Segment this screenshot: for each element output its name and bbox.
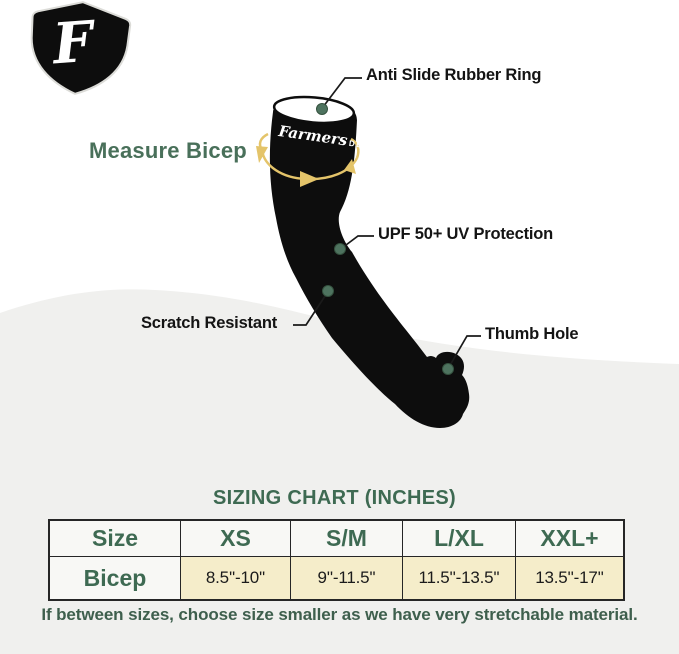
thumb-dot-icon bbox=[442, 363, 454, 375]
header-cell-lxl: L/XL bbox=[402, 521, 515, 557]
value-cell-xxl: 13.5''-17'' bbox=[515, 557, 623, 599]
scratch-dot-icon bbox=[322, 285, 334, 297]
sleeve-silhouette bbox=[269, 98, 470, 428]
upf-dot-icon bbox=[334, 243, 346, 255]
measure-arrowheads bbox=[256, 146, 356, 187]
scratch-line bbox=[293, 292, 328, 326]
sizing-note: If between sizes, choose size smaller as… bbox=[41, 605, 638, 624]
callout-anti-slide-label: Anti Slide Rubber Ring bbox=[366, 66, 542, 84]
size-header-cell: Size bbox=[50, 521, 180, 557]
value-cell-sm: 9''-11.5'' bbox=[290, 557, 402, 599]
callout-thumb-label: Thumb Hole bbox=[485, 325, 579, 343]
value-cell-lxl: 11.5''-13.5'' bbox=[402, 557, 515, 599]
value-cell-xs: 8.5''-10'' bbox=[180, 557, 290, 599]
logo-letter: F bbox=[50, 8, 96, 78]
anti-slide-line bbox=[322, 77, 362, 108]
row-label-bicep: Bicep bbox=[50, 557, 180, 599]
shield-icon bbox=[30, 1, 132, 95]
callout-measure-bicep-label: Measure Bicep bbox=[89, 138, 247, 163]
thumb-line bbox=[448, 335, 481, 368]
sleeve-opening bbox=[272, 95, 356, 125]
sizing-chart-title: SIZING CHART (INCHES) bbox=[213, 487, 456, 509]
callout-dots bbox=[316, 103, 454, 375]
header-cell-sm: S/M bbox=[290, 521, 402, 557]
header-cell-xs: XS bbox=[180, 521, 290, 557]
callout-lines bbox=[293, 77, 481, 368]
header-cell-xxl: XXL+ bbox=[515, 521, 623, 557]
sizing-table: Size XS S/M L/XL XXL+ Bicep 8.5''-10'' 9… bbox=[48, 519, 625, 601]
anti-slide-dot-icon bbox=[316, 103, 328, 115]
callout-scratch-label: Scratch Resistant bbox=[141, 314, 277, 332]
upf-line bbox=[341, 235, 374, 249]
callout-upf-label: UPF 50+ UV Protection bbox=[378, 225, 554, 243]
